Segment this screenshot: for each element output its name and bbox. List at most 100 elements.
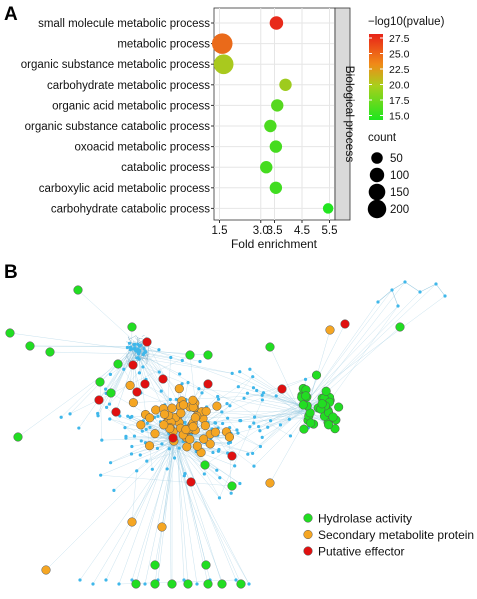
network-node-other — [117, 582, 120, 585]
network-node-other — [181, 359, 184, 362]
network-node-other — [211, 451, 214, 454]
network-node-other — [144, 350, 147, 353]
network-node-hydrolase — [318, 400, 327, 409]
network-node-other — [169, 356, 172, 359]
x-tick-label: 1.5 — [212, 225, 228, 237]
network-node-effector — [204, 380, 213, 389]
category-label: metabolic process — [117, 39, 210, 51]
network-node-hydrolase — [46, 348, 55, 357]
network-node-other — [168, 447, 171, 450]
network-node-other — [156, 415, 159, 418]
network-node-secondary-metabolite — [213, 402, 222, 411]
data-point — [270, 182, 282, 194]
network-node-secondary-metabolite — [225, 433, 234, 442]
data-point — [271, 99, 283, 111]
network-node-hydrolase — [202, 561, 211, 570]
network-node-hydrolase — [204, 351, 213, 360]
network-node-other — [227, 442, 230, 445]
network-node-other — [91, 582, 94, 585]
network-node-other — [221, 422, 224, 425]
network-node-hydrolase — [204, 580, 213, 589]
network-node-other — [197, 387, 200, 390]
network-node-hydrolase — [186, 351, 195, 360]
network-node-other — [135, 469, 138, 472]
network-node-secondary-metabolite — [160, 410, 169, 419]
size-legend-dot — [371, 152, 383, 164]
network-node-effector — [143, 338, 152, 347]
network-node-other — [68, 412, 71, 415]
network-node-other — [104, 578, 107, 581]
network-node-other — [434, 282, 437, 285]
network-node-effector — [278, 385, 287, 394]
network-node-other — [183, 421, 186, 424]
network-node-other — [257, 425, 260, 428]
colorbar-title: −log10(pvalue) — [368, 16, 445, 28]
network-node-other — [234, 578, 237, 581]
network-node-other — [109, 461, 112, 464]
network-node-other — [288, 418, 291, 421]
network-node-other — [236, 431, 239, 434]
network-node-effector — [169, 434, 178, 443]
network-node-secondary-metabolite — [177, 409, 186, 418]
network-node-secondary-metabolite — [151, 429, 160, 438]
network-node-other — [160, 390, 163, 393]
network-node-hydrolase — [324, 421, 333, 430]
network-node-other — [100, 438, 103, 441]
network-node-other — [304, 378, 307, 381]
network-node-secondary-metabolite — [189, 422, 198, 431]
network-node-other — [275, 394, 278, 397]
network-node-secondary-metabolite — [145, 414, 154, 423]
network-node-other — [203, 472, 206, 475]
network-node-hydrolase — [96, 378, 105, 387]
size-legend-dot — [370, 168, 384, 182]
network-node-secondary-metabolite — [199, 435, 208, 444]
category-label: organic substance catabolic process — [25, 121, 211, 133]
network-node-other — [233, 464, 236, 467]
network-node-other — [77, 426, 80, 429]
network-node-other — [78, 578, 81, 581]
network-node-other — [60, 416, 63, 419]
network-node-other — [279, 423, 282, 426]
data-point — [279, 79, 291, 91]
network-node-secondary-metabolite — [189, 396, 198, 405]
network-node-other — [251, 452, 254, 455]
data-point — [260, 161, 272, 173]
network-node-hydrolase — [228, 482, 237, 491]
network-node-hydrolase — [300, 425, 309, 434]
data-point — [214, 54, 234, 74]
network-node-other — [242, 397, 245, 400]
network-node-other — [160, 442, 163, 445]
network-node-other — [269, 419, 272, 422]
network-node-other — [258, 429, 261, 432]
network-node-hydrolase — [312, 371, 321, 380]
network-node-other — [252, 386, 255, 389]
network-node-other — [225, 402, 228, 405]
network-node-other — [145, 428, 148, 431]
network-node-other — [148, 426, 151, 429]
network-node-other — [252, 464, 255, 467]
network-node-secondary-metabolite — [137, 421, 146, 430]
network-node-effector — [112, 408, 121, 417]
network-node-other — [218, 476, 221, 479]
panel-b-label: B — [4, 262, 18, 283]
network-node-other — [138, 371, 141, 374]
network-node-hydrolase — [266, 343, 275, 352]
network-node-secondary-metabolite — [42, 566, 51, 575]
legend-label: Hydrolase activity — [318, 512, 412, 526]
network-node-other — [130, 445, 133, 448]
network-node-other — [133, 434, 136, 437]
network-node-effector — [187, 478, 196, 487]
network-node-hydrolase — [74, 286, 83, 295]
network-node-secondary-metabolite — [175, 384, 184, 393]
network-node-other — [143, 582, 146, 585]
network-node-secondary-metabolite — [326, 326, 335, 335]
network-node-other — [166, 467, 169, 470]
network-node-other — [112, 489, 115, 492]
network-node-other — [251, 375, 254, 378]
colorbar-tick-label: 20.0 — [389, 80, 410, 92]
network-node-hydrolase — [237, 580, 246, 589]
network-node-other — [235, 428, 238, 431]
network-node-other — [443, 294, 446, 297]
network-node-secondary-metabolite — [151, 406, 160, 415]
network-node-hydrolase — [132, 580, 141, 589]
